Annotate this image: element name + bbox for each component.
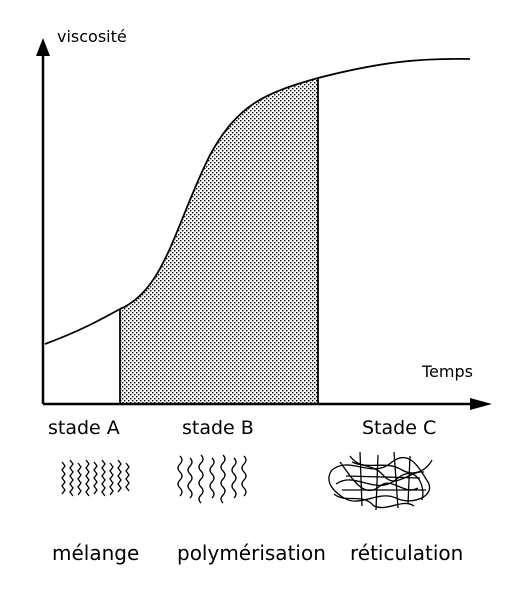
stage-c-network-illustration [328, 451, 433, 511]
y-axis-label: viscosité [57, 27, 127, 46]
x-axis-label: Temps [421, 362, 473, 381]
stage-b-molecules-illustration [177, 454, 247, 504]
y-axis-arrowhead [36, 38, 50, 56]
stage-b-label: stade B [182, 417, 254, 439]
stage-c-process-label: réticulation [350, 541, 463, 565]
stage-a-molecules-illustration [61, 459, 130, 497]
stage-b-shaded-region [120, 78, 318, 404]
stage-a-label: stade A [48, 417, 120, 439]
stage-b-process-label: polymérisation [177, 541, 326, 565]
stage-c-label: Stade C [362, 417, 436, 439]
x-axis-arrowhead [470, 398, 492, 410]
stage-a-process-label: mélange [52, 541, 139, 565]
viscosity-curve [44, 57, 471, 345]
